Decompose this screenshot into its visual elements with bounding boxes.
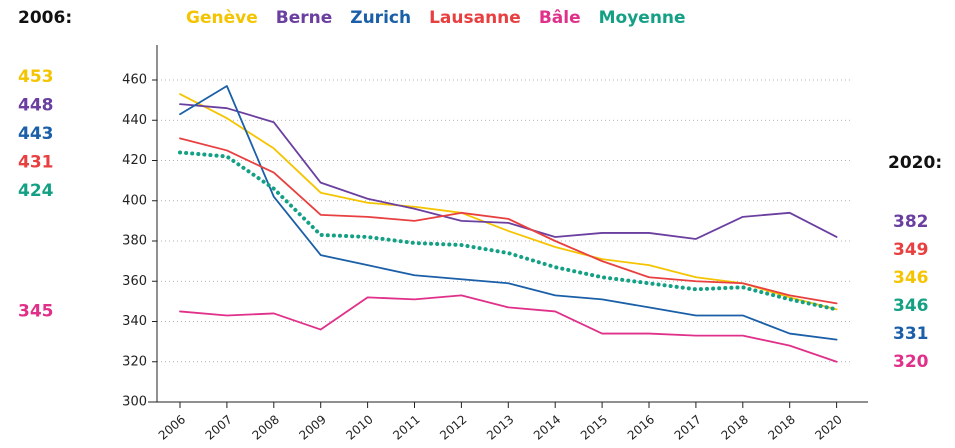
value-label: 443 — [18, 124, 54, 144]
x-tick-label: 2006 — [156, 412, 188, 442]
value-label: 349 — [893, 240, 929, 260]
y-tick-label: 420 — [122, 153, 147, 168]
x-tick-label: 2018 — [719, 412, 751, 442]
x-tick-label: 2014 — [531, 412, 563, 442]
y-tick-label: 400 — [122, 193, 147, 208]
x-tick-label: 2009 — [296, 412, 328, 442]
y-tick-label: 440 — [122, 113, 147, 128]
x-tick-label: 2017 — [672, 412, 704, 442]
x-tick-label: 2013 — [484, 412, 516, 442]
start-label: 2006: — [18, 8, 72, 28]
series-line — [179, 137, 838, 305]
value-label: 453 — [18, 67, 54, 87]
legend-label: Bâle — [539, 8, 581, 28]
series-line — [179, 85, 838, 341]
x-tick-label: 2011 — [390, 412, 422, 442]
legend-label: Zurich — [350, 8, 411, 28]
value-label: 346 — [893, 296, 929, 316]
legend-label: Berne — [276, 8, 333, 28]
x-tick-label: 2016 — [625, 412, 657, 442]
x-tick-label: 2010 — [343, 412, 375, 442]
value-label: 431 — [18, 153, 54, 173]
x-tick-label: 2020 — [812, 412, 844, 442]
y-tick-label: 380 — [122, 234, 147, 249]
x-tick-label: 2012 — [437, 412, 469, 442]
y-tick-label: 460 — [122, 73, 147, 88]
legend-label: Moyenne — [599, 8, 686, 28]
series-line — [179, 294, 838, 363]
x-tick-label: 2007 — [203, 412, 235, 442]
series-line — [179, 93, 838, 311]
y-tick-label: 340 — [122, 314, 147, 329]
legend-label: Lausanne — [429, 8, 521, 28]
x-tick-label: 2008 — [250, 412, 282, 442]
value-label: 448 — [18, 96, 54, 116]
value-label: 346 — [893, 268, 929, 288]
series-line — [178, 150, 839, 312]
end-label: 2020: — [888, 153, 942, 173]
value-label: 320 — [893, 352, 929, 372]
y-tick-label: 360 — [122, 274, 147, 289]
y-tick-label: 300 — [122, 395, 147, 410]
series-line — [179, 103, 838, 240]
legend-label: Genève — [186, 8, 258, 28]
x-tick-label: 2018 — [765, 412, 797, 442]
y-tick-label: 320 — [122, 354, 147, 369]
value-label: 331 — [893, 324, 929, 344]
value-label: 424 — [18, 181, 54, 201]
x-tick-label: 2015 — [578, 412, 610, 442]
value-label: 382 — [893, 212, 929, 232]
value-label: 345 — [18, 301, 54, 321]
